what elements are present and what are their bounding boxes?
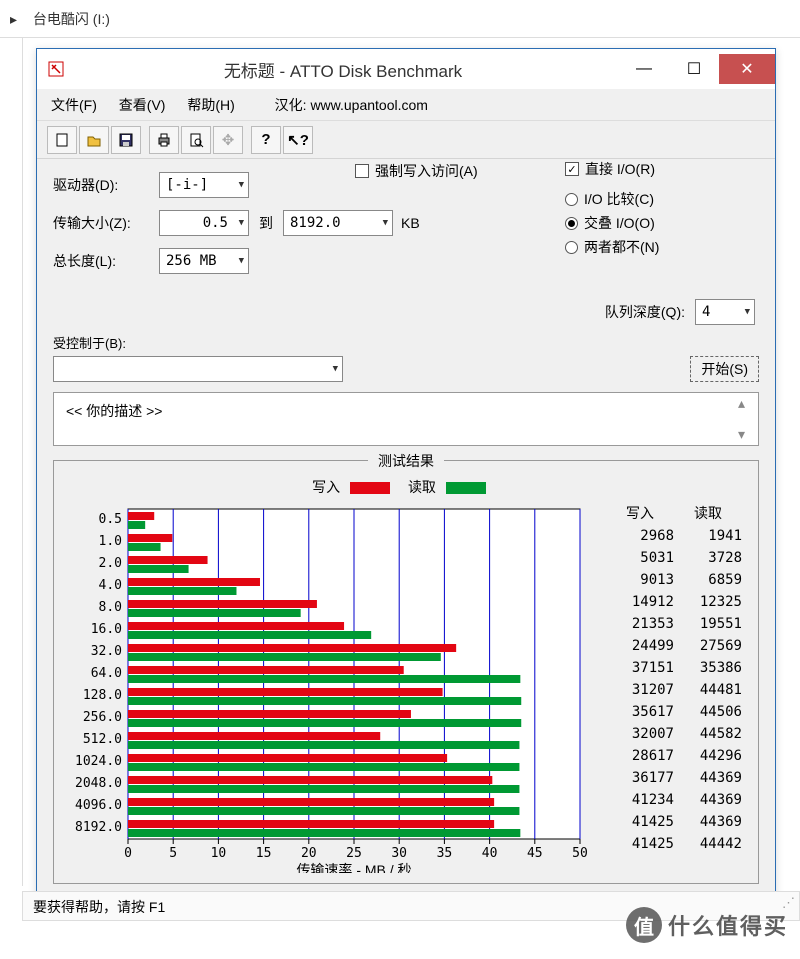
svg-text:50: 50 (572, 846, 588, 861)
save-button[interactable] (111, 126, 141, 154)
move-button[interactable]: ✥ (213, 126, 243, 154)
svg-text:35: 35 (437, 846, 453, 861)
svg-text:128.0: 128.0 (83, 688, 122, 703)
controlled-label: 受控制于(B): (53, 333, 759, 352)
toolbar: ✥ ? ↖? (37, 121, 775, 159)
to-label: 到 (259, 213, 273, 233)
results-title: 测试结果 (368, 451, 444, 471)
scrollbar[interactable]: ▴▾ (738, 395, 756, 443)
titlebar: 无标题 - ATTO Disk Benchmark — ☐ ✕ (37, 49, 775, 89)
queue-label: 队列深度(Q): (605, 302, 685, 322)
queue-select[interactable]: 4 (695, 299, 755, 325)
legend: 写入 读取 (62, 477, 750, 497)
legend-write-swatch (350, 482, 390, 494)
direct-io-checkbox[interactable]: ✓直接 I/O(R) (565, 159, 655, 179)
svg-text:30: 30 (391, 846, 407, 861)
length-select[interactable]: 256 MB (159, 248, 249, 274)
neither-radio[interactable]: 两者都不(N) (565, 237, 659, 257)
svg-text:512.0: 512.0 (83, 732, 122, 747)
watermark-icon: 值 (626, 907, 662, 943)
maximize-button[interactable]: ☐ (669, 54, 719, 84)
menu-file[interactable]: 文件(F) (51, 97, 97, 113)
watermark: 值 什么值得买 (626, 907, 788, 943)
force-write-checkbox[interactable]: 强制写入访问(A) (355, 161, 478, 181)
controlled-row: 受控制于(B): 开始(S) (37, 333, 775, 382)
svg-text:25: 25 (346, 846, 362, 861)
controls-panel: 驱动器(D): [-i-] 传输大小(Z): 0.5 到 8192.0 KB 总… (37, 159, 775, 293)
print-button[interactable] (149, 126, 179, 154)
preview-button[interactable] (181, 126, 211, 154)
svg-text:15: 15 (256, 846, 272, 861)
svg-text:10: 10 (211, 846, 227, 861)
svg-text:1.0: 1.0 (99, 534, 122, 549)
svg-text:4.0: 4.0 (99, 578, 122, 593)
svg-text:16.0: 16.0 (91, 622, 122, 637)
legend-read-label: 读取 (408, 479, 436, 495)
description-box[interactable]: << 你的描述 >> ▴▾ (53, 392, 759, 446)
drive-select[interactable]: [-i-] (159, 172, 249, 198)
svg-text:0: 0 (124, 846, 132, 861)
svg-text:32.0: 32.0 (91, 644, 122, 659)
breadcrumb-sep: ▸ (10, 11, 17, 27)
transfer-to-select[interactable]: 8192.0 (283, 210, 393, 236)
svg-text:40: 40 (482, 846, 498, 861)
app-icon (45, 58, 67, 80)
close-button[interactable]: ✕ (719, 54, 775, 84)
bar-chart: 0 5 10 15 20 25 30 35 40 45 50 0.5 1.0 2.0 4.0 8.0 16.0 3… (62, 503, 592, 873)
svg-text:传输速率 - MB / 秒: 传输速率 - MB / 秒 (296, 862, 411, 873)
results-group: 测试结果 写入 读取 051015202530354045500.51.02.0… (53, 460, 759, 884)
write-column: 写入29685031901314912213532449937151312073… (606, 503, 674, 873)
status-text: 要获得帮助，请按 F1 (33, 899, 165, 915)
open-button[interactable] (79, 126, 109, 154)
description-text: << 你的描述 >> (66, 403, 162, 419)
window-title: 无标题 - ATTO Disk Benchmark (67, 57, 619, 82)
new-button[interactable] (47, 126, 77, 154)
panel-divider (22, 38, 23, 886)
context-help-button[interactable]: ↖? (283, 126, 313, 154)
svg-text:8192.0: 8192.0 (75, 820, 122, 835)
watermark-text: 什么值得买 (668, 909, 788, 941)
app-window: 无标题 - ATTO Disk Benchmark — ☐ ✕ 文件(F) 查看… (36, 48, 776, 897)
chart: 0 5 10 15 20 25 30 35 40 45 50 0.5 1.0 2.0 4.0 8.0 16.0 3… (62, 503, 592, 873)
breadcrumb-item[interactable]: 台电酷闪 (I:) (33, 11, 110, 27)
menubar: 文件(F) 查看(V) 帮助(H) 汉化: www.upantool.com (37, 89, 775, 121)
svg-text:256.0: 256.0 (83, 710, 122, 725)
transfer-unit: KB (401, 215, 420, 231)
transfer-label: 传输大小(Z): (53, 213, 159, 233)
io-compare-radio[interactable]: I/O 比较(C) (565, 189, 654, 209)
menu-view[interactable]: 查看(V) (119, 97, 166, 113)
svg-text:8.0: 8.0 (99, 600, 122, 615)
drive-label: 驱动器(D): (53, 175, 159, 195)
breadcrumb: ▸ 台电酷闪 (I:) (0, 0, 800, 38)
read-column: 读取19413728685912325195512756935386444814… (674, 503, 742, 873)
controlled-select[interactable] (53, 356, 343, 382)
svg-text:4096.0: 4096.0 (75, 798, 122, 813)
legend-read-swatch (446, 482, 486, 494)
menu-help[interactable]: 帮助(H) (187, 97, 234, 113)
data-columns: 写入29685031901314912213532449937151312073… (592, 503, 750, 873)
io-options: 强制写入访问(A) ✓直接 I/O(R) I/O 比较(C) 交叠 I/O(O)… (565, 159, 755, 257)
queue-depth-row: 队列深度(Q): 4 (37, 299, 775, 325)
menu-credit: 汉化: www.upantool.com (275, 97, 428, 113)
legend-write-label: 写入 (312, 479, 340, 495)
svg-text:2048.0: 2048.0 (75, 776, 122, 791)
help-button[interactable]: ? (251, 126, 281, 154)
minimize-button[interactable]: — (619, 54, 669, 84)
svg-text:20: 20 (301, 846, 317, 861)
overlapped-io-radio[interactable]: 交叠 I/O(O) (565, 213, 655, 233)
transfer-from-select[interactable]: 0.5 (159, 210, 249, 236)
svg-text:64.0: 64.0 (91, 666, 122, 681)
svg-text:2.0: 2.0 (99, 556, 122, 571)
svg-text:5: 5 (169, 846, 177, 861)
start-button[interactable]: 开始(S) (690, 356, 759, 382)
length-label: 总长度(L): (53, 251, 159, 271)
svg-text:0.5: 0.5 (99, 512, 122, 527)
svg-text:45: 45 (527, 846, 543, 861)
svg-text:1024.0: 1024.0 (75, 754, 122, 769)
